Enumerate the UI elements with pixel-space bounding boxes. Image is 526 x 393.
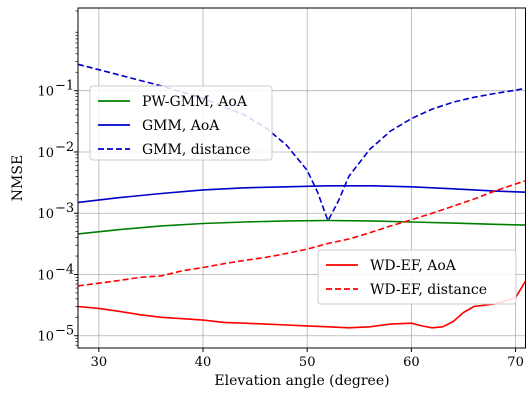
y-tick-label: 10 [37,330,54,345]
x-tick-label: 50 [299,355,316,370]
legend-box [317,249,517,305]
legend-label: GMM, AoA [142,118,220,134]
y-axis-ticks: 10−510−410−310−210−1 [37,10,78,346]
series-line-1 [77,185,526,204]
y-tick-label: 10 [37,85,54,100]
x-tick-label: 60 [403,355,420,370]
y-tick-label: 10 [37,268,54,283]
series-line-3 [77,279,526,329]
legend-label: PW-GMM, AoA [142,94,248,110]
legend-label: GMM, distance [142,142,251,158]
x-tick-label: 70 [507,355,524,370]
y-tick-exponent: −4 [55,262,74,277]
y-tick-label: 10 [37,207,54,222]
y-tick-exponent: −2 [55,140,74,155]
x-axis-label: Elevation angle (degree) [214,373,389,389]
y-tick-label: 10 [37,146,54,161]
y-tick-exponent: −5 [55,324,74,339]
y-tick-exponent: −3 [55,201,74,216]
x-tick-label: 30 [91,355,108,370]
legends: PW-GMM, AoA GMM, AoA GMM, distance WD-EF, A… [89,85,517,305]
series-line-0 [77,219,526,235]
y-tick-exponent: −1 [55,79,74,94]
grid [78,8,526,348]
x-tick-label: 40 [195,355,212,370]
legend-box [89,85,273,161]
x-axis-ticks: 30 40 50 60 70 [91,348,524,370]
legend-label: WD-EF, AoA [370,258,457,274]
legend-label: WD-EF, distance [370,282,487,298]
y-axis-label: NMSE [10,155,26,201]
series-line-4 [77,179,526,287]
